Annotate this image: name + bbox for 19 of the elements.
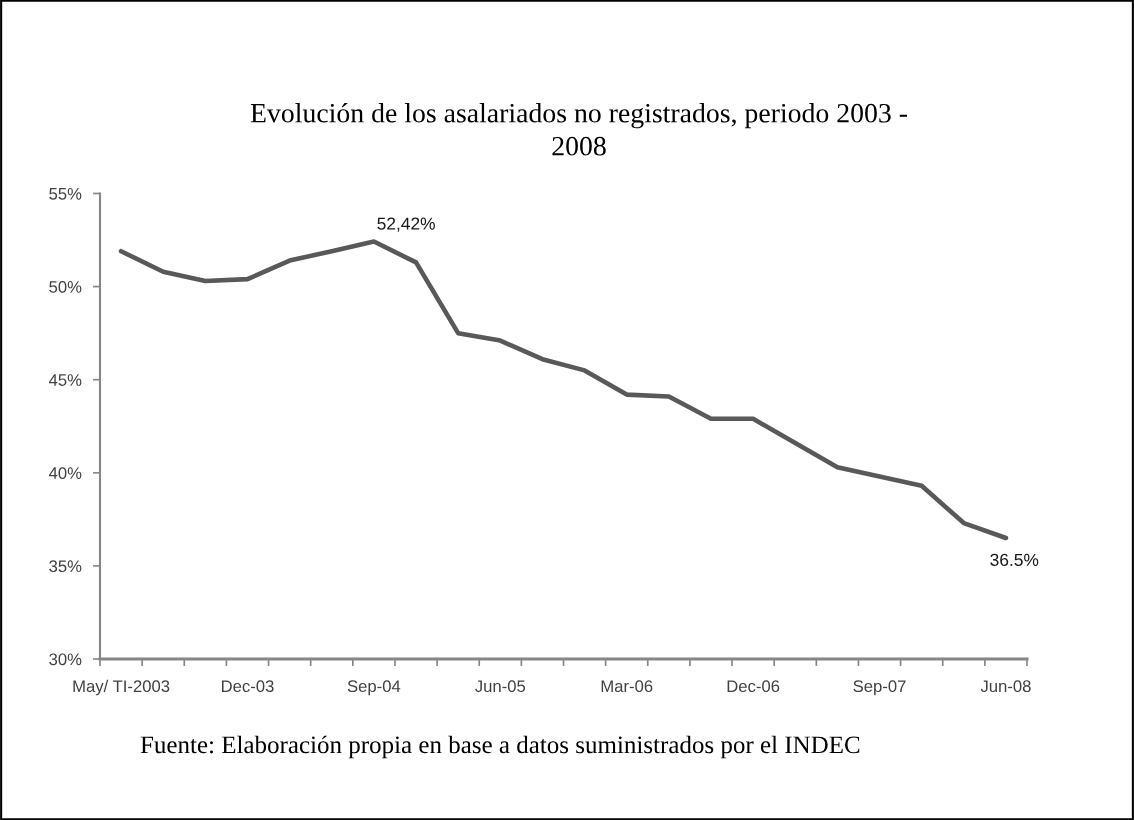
- y-tick-label: 45%: [48, 374, 82, 386]
- x-tick-label: Dec-06: [727, 680, 780, 693]
- y-tick-label: 55%: [49, 187, 82, 200]
- y-tick-label: 30%: [49, 653, 82, 666]
- y-tick-label: 50%: [49, 281, 82, 293]
- y-tick-label: 40%: [48, 467, 82, 479]
- x-tick-label: Dec-03: [221, 680, 274, 693]
- x-tick-label: Mar-06: [601, 680, 653, 693]
- source-note: Fuente: Elaboración propia en base a datos suministrados por el INDEC: [140, 735, 860, 759]
- y-tick-label: 35%: [49, 560, 82, 573]
- line-series: [118, 239, 1009, 541]
- x-tick-label: Jun-08: [980, 680, 1031, 693]
- x-tick-label: Sep-04: [347, 680, 401, 696]
- x-tick-label: May/ TI-2003: [73, 679, 170, 696]
- chart-title: Evolución de los asalariados no registrados, periodo 2003 - 2008: [250, 103, 907, 156]
- x-tick-label: Jun-05: [475, 680, 526, 693]
- x-tick-label: Sep-07: [853, 680, 906, 696]
- data-label: 52,42%: [377, 217, 435, 232]
- data-label: 36.5%: [990, 553, 1039, 566]
